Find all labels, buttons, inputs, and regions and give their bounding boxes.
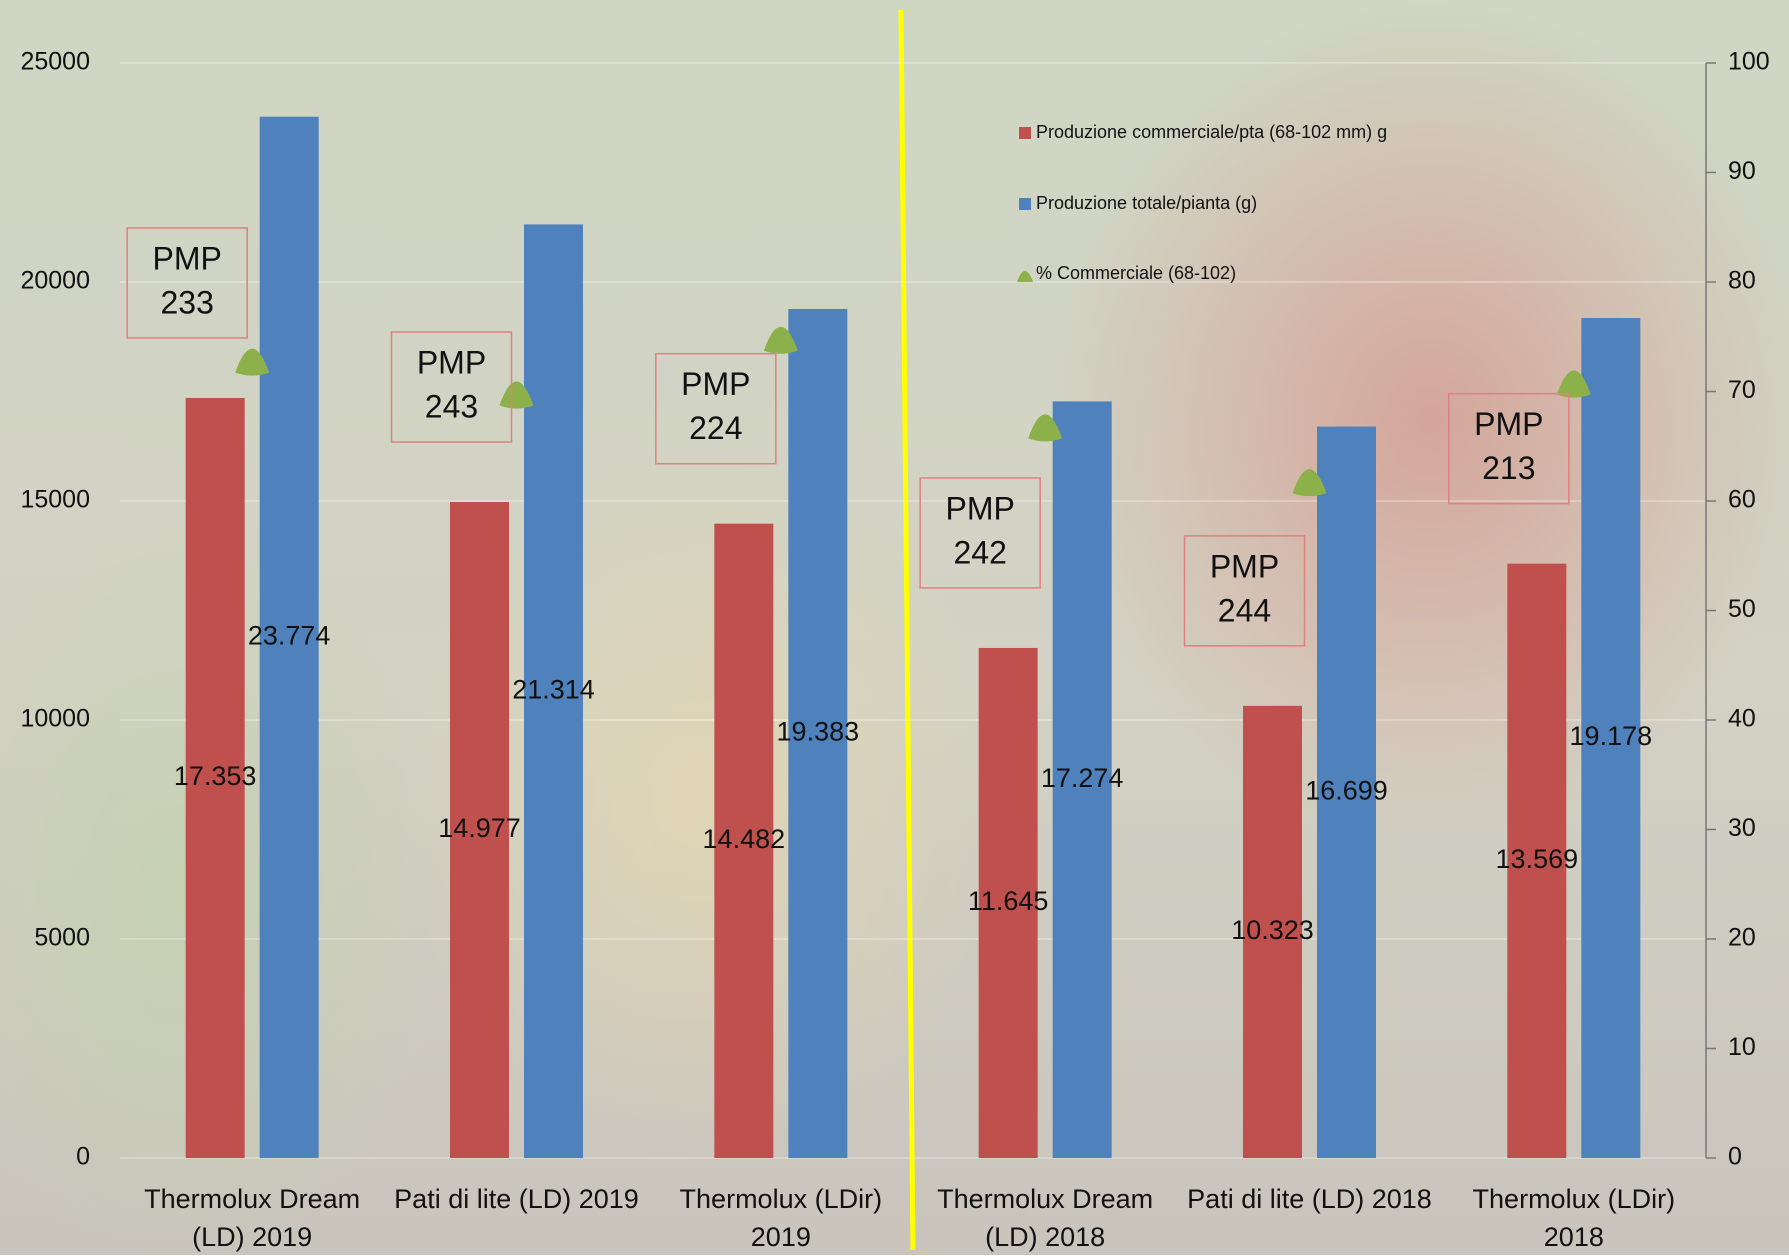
value-label: 14.977 — [438, 813, 521, 843]
value-label: 13.569 — [1496, 844, 1579, 874]
value-label: 14.482 — [703, 824, 786, 854]
annotation-label: PMP — [681, 366, 750, 402]
y2-tick-label: 30 — [1728, 814, 1756, 842]
legend-swatch — [1017, 271, 1033, 282]
annotation-value: 224 — [689, 410, 742, 446]
annotation-label: PMP — [945, 490, 1014, 526]
x-tick-label: Pati di lite (LD) 2018 — [1177, 1180, 1441, 1218]
annotation-label: PMP — [1474, 406, 1543, 442]
y2-tick-label: 90 — [1728, 157, 1756, 185]
value-label: 23.774 — [248, 620, 331, 650]
value-label: 11.645 — [968, 886, 1049, 916]
value-label: 21.314 — [512, 674, 595, 704]
value-label: 10.323 — [1231, 915, 1314, 945]
x-tick-label: Thermolux (LDir) 2018 — [1442, 1180, 1706, 1256]
y2-tick-label: 40 — [1728, 705, 1756, 733]
y-tick-label: 10000 — [20, 705, 90, 733]
y-tick-label: 5000 — [34, 924, 90, 952]
annotation-label: PMP — [417, 344, 486, 380]
annotation-label: PMP — [1210, 548, 1279, 584]
chart: 0 5000 10000 15000 20000 25000 0 10 20 30 40 50 60 70… — [0, 0, 1789, 1255]
legend-swatch — [1019, 198, 1031, 210]
y2-tick-label: 60 — [1728, 486, 1756, 514]
legend-label: % Commerciale (68-102) — [1036, 263, 1236, 283]
divider — [901, 10, 913, 1250]
y2-tick-label: 0 — [1728, 1143, 1742, 1171]
y2-tick-label: 80 — [1728, 267, 1756, 295]
x-tick-label: Pati di lite (LD) 2019 — [384, 1180, 648, 1218]
chart-page: 0 5000 10000 15000 20000 25000 0 10 20 30 40 50 60 70… — [0, 0, 1789, 1255]
annotation-value: 244 — [1218, 592, 1271, 628]
legend-label: Produzione totale/pianta (g) — [1036, 193, 1257, 213]
x-tick-label: Thermolux (LDir) 2019 — [649, 1180, 913, 1256]
value-label: 17.274 — [1041, 763, 1124, 793]
x-tick-label: Thermolux Dream (LD) 2019 — [120, 1180, 384, 1256]
value-label: 16.699 — [1305, 775, 1388, 805]
annotation-label: PMP — [152, 240, 221, 276]
x-tick-label: Thermolux Dream (LD) 2018 — [913, 1180, 1177, 1256]
y2-tick-label: 100 — [1728, 48, 1770, 76]
value-label: 17.353 — [174, 761, 257, 791]
y2-tick-label: 20 — [1728, 924, 1756, 952]
legend-swatch — [1019, 127, 1031, 139]
y-tick-label: 25000 — [20, 48, 90, 76]
annotation-value: 242 — [953, 534, 1006, 570]
value-label: 19.383 — [777, 717, 860, 747]
annotation-value: 233 — [160, 284, 213, 320]
y2-tick-label: 70 — [1728, 376, 1756, 404]
y-tick-label: 15000 — [20, 486, 90, 514]
annotation-value: 213 — [1482, 450, 1535, 486]
annotation-value: 243 — [425, 388, 478, 424]
y-tick-label: 20000 — [20, 267, 90, 295]
y2-tick-label: 50 — [1728, 595, 1756, 623]
value-label: 19.178 — [1570, 721, 1653, 751]
y2-tick-label: 10 — [1728, 1033, 1756, 1061]
y-tick-label: 0 — [76, 1143, 90, 1171]
legend-label: Produzione commerciale/pta (68-102 mm) g — [1036, 122, 1387, 142]
